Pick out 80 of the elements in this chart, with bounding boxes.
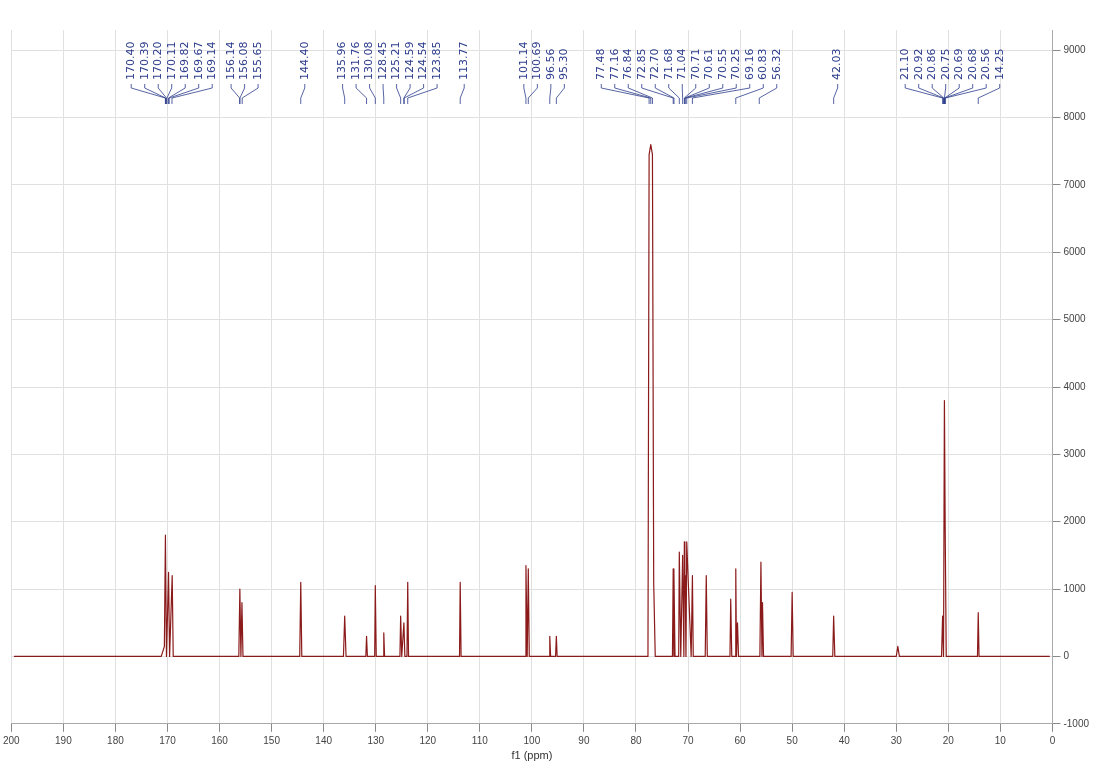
- annotation: 144.40: [297, 41, 311, 80]
- annotation: 169.67: [191, 41, 205, 80]
- annotation: 170.40: [124, 41, 138, 80]
- annotation: 71.68: [661, 48, 675, 80]
- y-tick-label: 7000: [1063, 178, 1087, 190]
- x-tick-label: 170: [159, 734, 177, 746]
- annotation: 20.56: [979, 48, 993, 80]
- y-tick-label: 4000: [1063, 380, 1087, 392]
- annotation: 77.48: [594, 48, 608, 80]
- annotation: 77.16: [607, 48, 621, 80]
- annotation: 123.85: [429, 41, 443, 80]
- x-tick-label: 150: [263, 734, 281, 746]
- annotation: 70.25: [729, 48, 743, 80]
- x-tick-label: 140: [315, 734, 333, 746]
- annotation: 56.32: [769, 48, 783, 80]
- y-tick-label: 2000: [1063, 515, 1087, 527]
- x-tick-label: 200: [3, 734, 21, 746]
- annotation: 101.14: [516, 41, 530, 80]
- annotation: 21.10: [898, 48, 912, 80]
- x-tick-label: 90: [578, 734, 590, 746]
- y-tick-label: 5000: [1063, 313, 1087, 325]
- x-axis-title: f1 (ppm): [511, 749, 553, 762]
- annotation: 69.16: [742, 48, 756, 80]
- annotation: 20.68: [965, 48, 979, 80]
- annotation: 170.39: [137, 41, 151, 80]
- annotation: 170.20: [151, 41, 165, 80]
- y-tick-label: 8000: [1063, 111, 1087, 123]
- annotation: 124.54: [416, 41, 430, 80]
- annotation: 95.30: [557, 48, 571, 80]
- annotation: 14.25: [992, 48, 1006, 80]
- annotation: 70.55: [715, 48, 729, 80]
- annotation: 42.03: [830, 48, 844, 80]
- annotation: 20.86: [925, 48, 939, 80]
- annotation: 70.71: [688, 48, 702, 80]
- x-tick-label: 0: [1049, 734, 1056, 746]
- x-tick-label: 160: [211, 734, 229, 746]
- x-tick-label: 120: [419, 734, 437, 746]
- y-tick-label: 6000: [1063, 246, 1087, 258]
- x-tick-label: 100: [523, 734, 541, 746]
- annotation: 130.08: [362, 41, 376, 80]
- annotation: 135.96: [335, 41, 349, 80]
- x-tick-label: 180: [107, 734, 125, 746]
- annotation: 71.04: [675, 48, 689, 80]
- annotation: 76.84: [621, 48, 635, 80]
- y-tick-label: 1000: [1063, 582, 1087, 594]
- x-tick-label: 110: [471, 734, 489, 746]
- y-tick-label: 3000: [1063, 448, 1087, 460]
- annotation: 128.45: [375, 41, 389, 80]
- x-tick-label: 30: [890, 734, 903, 746]
- annotation: 131.76: [348, 41, 362, 80]
- annotation: 155.65: [250, 41, 264, 80]
- annotation: 72.85: [634, 48, 648, 80]
- x-tick-label: 10: [994, 734, 1007, 746]
- x-tick-label: 190: [55, 734, 73, 746]
- annotation: 100.69: [530, 41, 544, 80]
- annotation: 20.69: [952, 48, 966, 80]
- x-tick-label: 60: [734, 734, 747, 746]
- x-tick-label: 40: [838, 734, 851, 746]
- annotation: 60.83: [756, 48, 770, 80]
- annotation: 96.56: [543, 48, 557, 80]
- y-tick-label: 0: [1063, 650, 1070, 662]
- y-tick-label: -1000: [1063, 717, 1090, 729]
- x-tick-label: 80: [630, 734, 642, 746]
- x-tick-label: 130: [367, 734, 385, 746]
- y-tick-label: 9000: [1063, 43, 1087, 55]
- annotation: 72.70: [648, 48, 662, 80]
- annotation: 124.59: [402, 41, 416, 80]
- x-tick-label: 20: [942, 734, 955, 746]
- annotation: 20.92: [911, 48, 925, 80]
- annotation: 156.08: [237, 41, 251, 80]
- x-tick-label: 70: [682, 734, 695, 746]
- annotation: 169.14: [205, 41, 219, 80]
- x-tick-label: 50: [786, 734, 799, 746]
- annotation: 125.21: [389, 41, 403, 80]
- annotation: 170.11: [164, 41, 178, 80]
- annotation: 70.61: [702, 48, 716, 80]
- annotation: 156.14: [223, 41, 237, 80]
- annotation: 169.82: [178, 41, 192, 80]
- annotation: 113.77: [457, 41, 471, 80]
- annotation: 20.75: [938, 48, 952, 80]
